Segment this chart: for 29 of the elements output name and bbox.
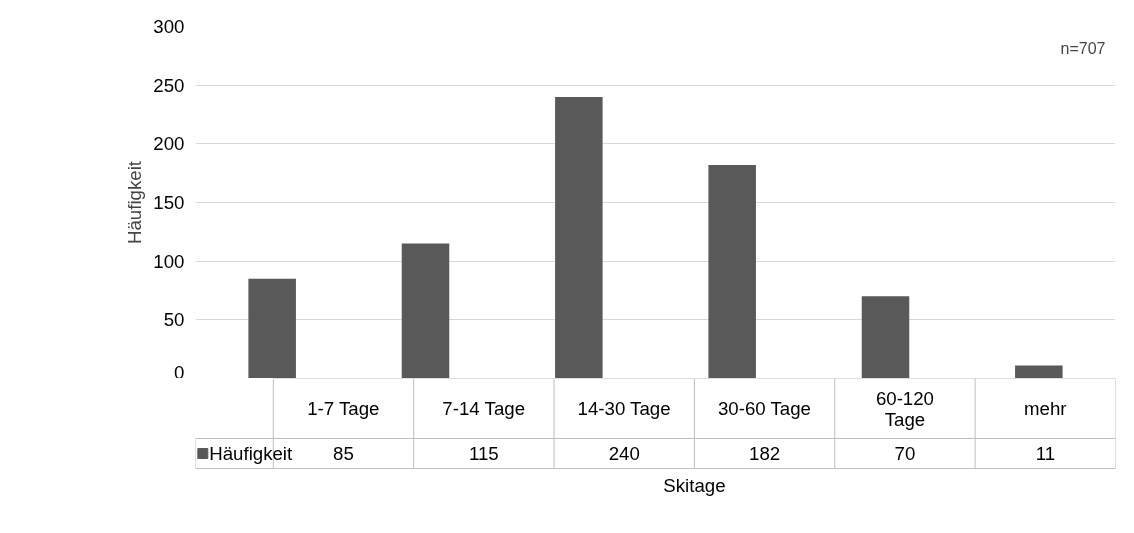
- data-label: 182: [749, 443, 781, 464]
- data-label: 85: [333, 443, 354, 464]
- y-tick-label: 150: [153, 192, 185, 213]
- x-tick-label: 7-14 Tage: [442, 398, 526, 419]
- y-tick-label: 250: [153, 74, 185, 96]
- y-axis-title: Häufigkeit: [124, 160, 146, 244]
- legend-label: Häufigkeit: [209, 443, 294, 464]
- data-label: 240: [608, 443, 640, 464]
- x-tick-label: mehr: [1024, 398, 1067, 419]
- bar: [861, 296, 910, 378]
- data-label: 11: [1035, 443, 1056, 464]
- data-label: 70: [894, 443, 916, 464]
- bar: [708, 164, 756, 378]
- bar: [401, 243, 450, 378]
- bar: [248, 278, 296, 378]
- x-tick-label: 14-30 Tage: [577, 398, 671, 419]
- bar: [1015, 365, 1063, 378]
- x-tick-label: 1-7 Tage: [307, 398, 380, 419]
- y-tick-label: 300: [153, 16, 185, 37]
- y-tick-label: 200: [153, 133, 185, 155]
- bar: [555, 96, 603, 378]
- data-label: 115: [468, 443, 499, 464]
- y-tick-label: 50: [163, 309, 185, 331]
- y-tick-label: 100: [153, 250, 185, 272]
- y-tick-label: 0: [174, 361, 185, 383]
- x-tick-label: 60-120 Tage: [875, 387, 934, 430]
- x-tick-label: 30-60 Tage: [717, 398, 811, 419]
- x-axis-title: Skitage: [663, 475, 726, 496]
- annotation: n=707: [1060, 39, 1106, 57]
